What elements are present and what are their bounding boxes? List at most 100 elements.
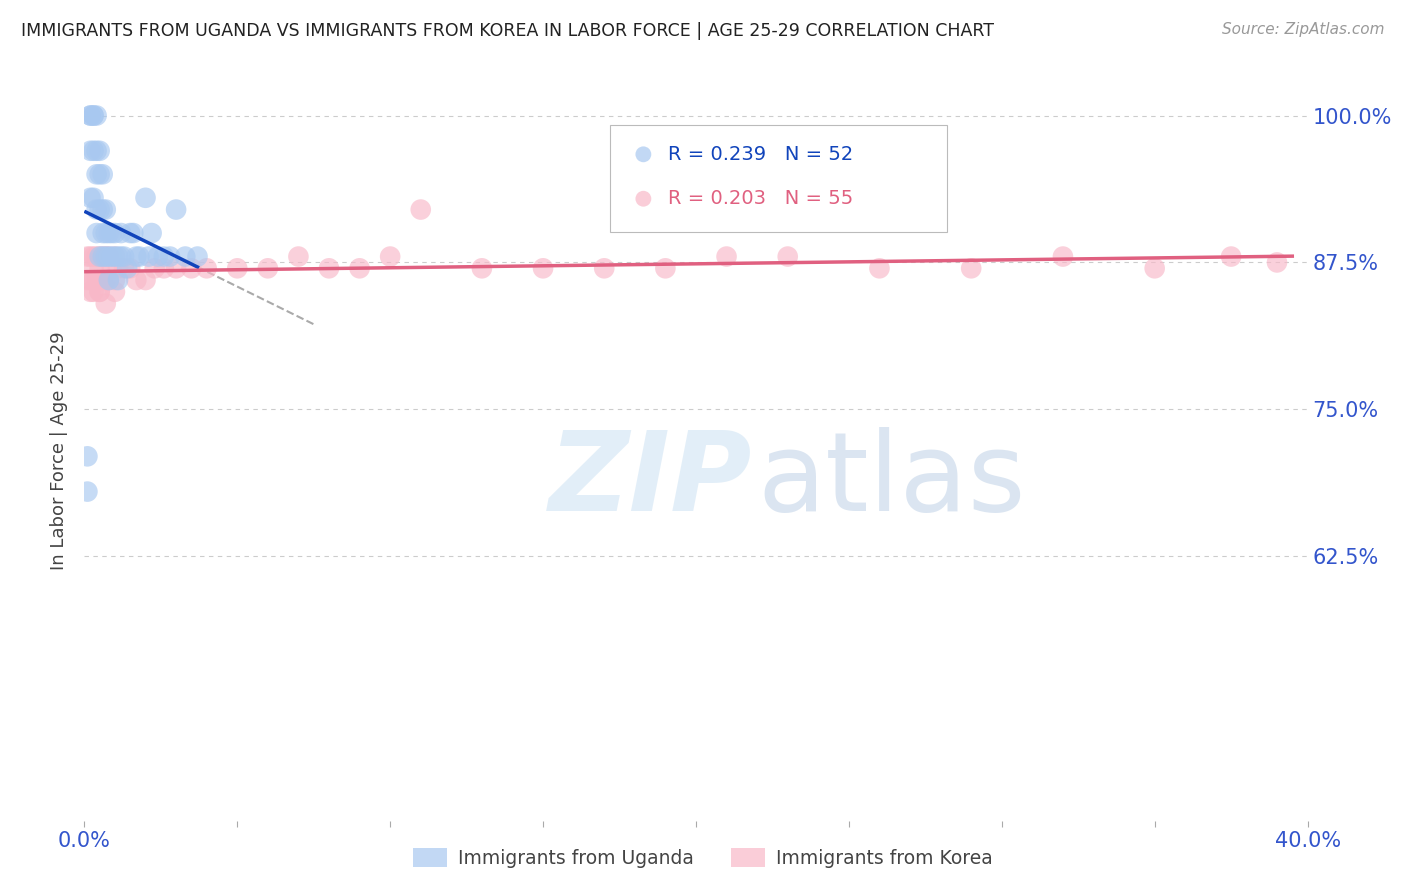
FancyBboxPatch shape <box>610 125 946 232</box>
Point <box>349 261 371 276</box>
Point <box>104 226 127 240</box>
Point <box>76 273 98 287</box>
Point <box>86 250 108 264</box>
Point <box>97 273 120 287</box>
Point <box>89 250 111 264</box>
Point <box>76 450 98 464</box>
Point <box>94 250 117 264</box>
Point <box>409 202 432 217</box>
Point <box>104 273 127 287</box>
Point <box>110 250 132 264</box>
Point <box>101 226 124 240</box>
Point <box>654 261 676 276</box>
Point <box>104 285 127 299</box>
Point <box>83 250 105 264</box>
Point <box>104 250 127 264</box>
Point <box>120 261 142 276</box>
Point <box>110 226 132 240</box>
Point <box>91 226 114 240</box>
Point <box>716 250 738 264</box>
Point <box>91 202 114 217</box>
Point <box>86 167 108 181</box>
Point <box>471 261 494 276</box>
Point <box>89 285 111 299</box>
Point <box>593 261 616 276</box>
Point <box>153 250 176 264</box>
Text: R = 0.239   N = 52: R = 0.239 N = 52 <box>668 145 853 164</box>
Point <box>89 250 111 264</box>
Point <box>122 226 145 240</box>
Point <box>91 250 114 264</box>
Point <box>86 144 108 158</box>
Point <box>89 261 111 276</box>
Point <box>107 273 129 287</box>
Point <box>146 250 169 264</box>
Point <box>1265 255 1288 269</box>
Point <box>107 261 129 276</box>
Point <box>141 226 163 240</box>
Point <box>86 109 108 123</box>
Point <box>89 167 111 181</box>
Point <box>174 250 197 264</box>
Point <box>79 250 101 264</box>
Point <box>101 250 124 264</box>
Point <box>776 250 799 264</box>
Point <box>89 144 111 158</box>
Point <box>91 167 114 181</box>
Point <box>83 109 105 123</box>
Text: ZIP: ZIP <box>550 426 752 533</box>
Point <box>91 250 114 264</box>
Point <box>960 261 983 276</box>
Y-axis label: In Labor Force | Age 25-29: In Labor Force | Age 25-29 <box>51 331 69 570</box>
Point <box>83 285 105 299</box>
Point <box>195 261 218 276</box>
Point <box>83 109 105 123</box>
Text: atlas: atlas <box>758 426 1025 533</box>
Point <box>1143 261 1166 276</box>
Point <box>138 250 160 264</box>
Point <box>79 273 101 287</box>
Point <box>112 250 135 264</box>
Point <box>125 250 148 264</box>
Point <box>101 261 124 276</box>
Point <box>115 261 138 276</box>
Point <box>91 273 114 287</box>
Text: Source: ZipAtlas.com: Source: ZipAtlas.com <box>1222 22 1385 37</box>
Point <box>86 273 108 287</box>
Point <box>531 261 554 276</box>
Point <box>97 273 120 287</box>
Point <box>94 250 117 264</box>
Point <box>1052 250 1074 264</box>
Point <box>94 273 117 287</box>
Point <box>79 109 101 123</box>
Point <box>83 144 105 158</box>
Point <box>186 250 208 264</box>
Point <box>89 285 111 299</box>
Point <box>79 191 101 205</box>
Point <box>869 261 891 276</box>
Point <box>1220 250 1243 264</box>
Point <box>135 273 157 287</box>
Point <box>180 261 202 276</box>
Point <box>257 261 280 276</box>
Point <box>165 202 187 217</box>
Point <box>86 226 108 240</box>
Point <box>79 144 101 158</box>
Point <box>318 261 340 276</box>
Point <box>135 191 157 205</box>
Point <box>76 250 98 264</box>
Point <box>86 202 108 217</box>
Point <box>287 250 309 264</box>
Point <box>83 191 105 205</box>
Point <box>153 261 176 276</box>
Point <box>94 226 117 240</box>
Point <box>159 250 181 264</box>
Point <box>89 202 111 217</box>
Point <box>107 250 129 264</box>
Point <box>97 226 120 240</box>
Point <box>94 296 117 310</box>
Point <box>112 261 135 276</box>
Point <box>125 273 148 287</box>
Point <box>104 250 127 264</box>
Point <box>380 250 402 264</box>
